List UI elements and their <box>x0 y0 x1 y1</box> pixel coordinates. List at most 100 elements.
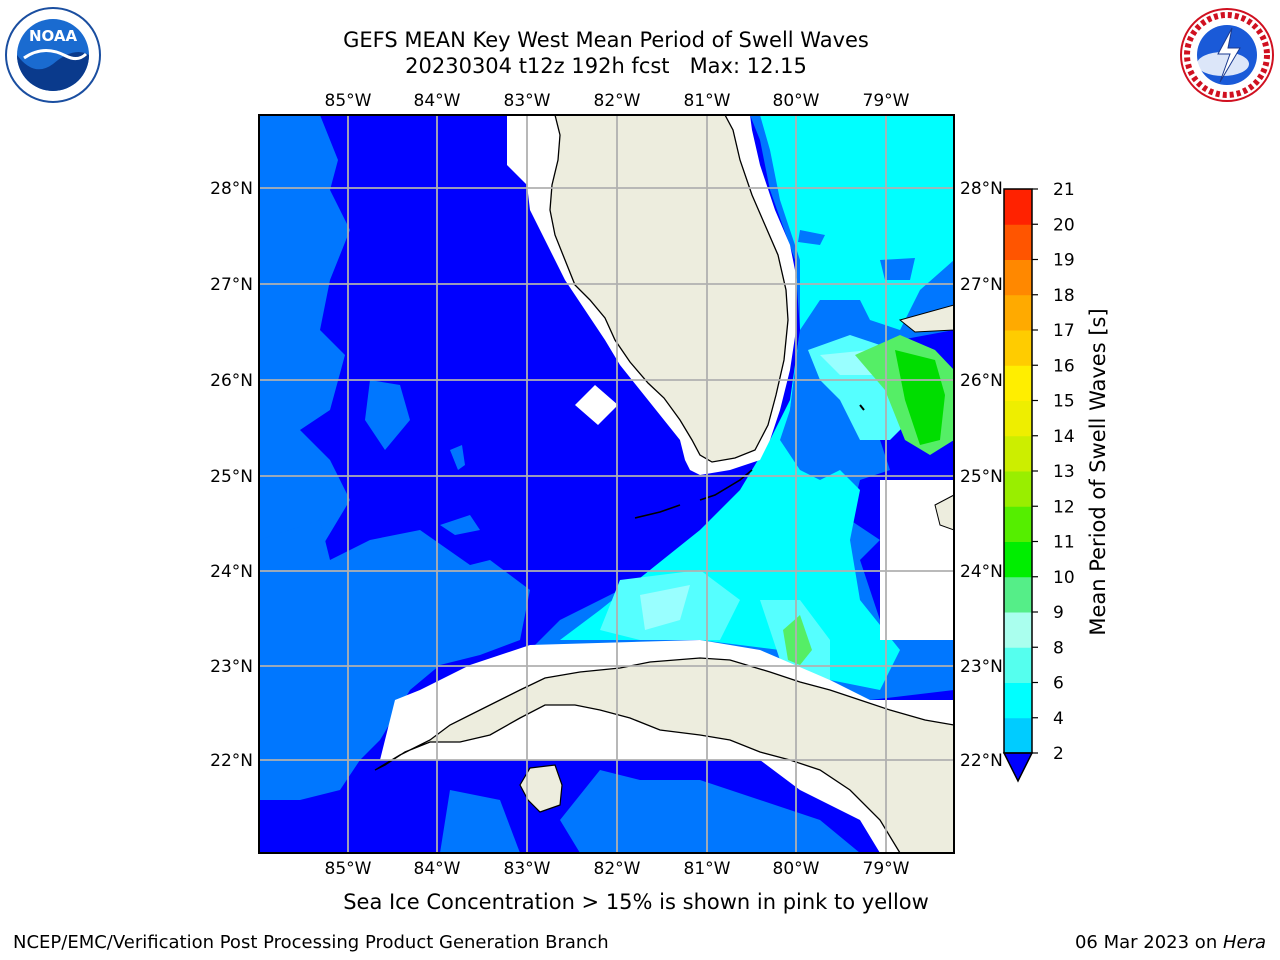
lon-label: 84°W <box>414 91 461 111</box>
colorbar-segment <box>1004 189 1032 225</box>
colorbar-segment <box>1004 682 1032 719</box>
colorbar-tick-label: 6 <box>1053 674 1064 694</box>
lat-label: 23°N <box>960 657 1003 677</box>
lat-label: 24°N <box>960 562 1003 582</box>
map-subtitle: 20230304 t12z 192h fcst Max: 12.15 <box>405 54 807 78</box>
swell-10-11-green-region <box>895 350 945 445</box>
colorbar-tick-label: 13 <box>1053 462 1075 482</box>
map-field <box>259 115 954 853</box>
colorbar-segment <box>1004 506 1032 542</box>
map-title: GEFS MEAN Key West Mean Period of Swell … <box>343 28 869 52</box>
lon-label: 79°W <box>863 859 910 879</box>
colorbar-tick-label: 10 <box>1053 568 1075 588</box>
lon-label: 83°W <box>504 859 551 879</box>
lat-labels-right: 28°N 27°N 26°N 25°N 24°N 23°N 22°N <box>960 179 1003 771</box>
colorbar-segment <box>1004 294 1032 331</box>
lat-label: 27°N <box>960 275 1003 295</box>
florida-keys-line-2 <box>634 504 681 519</box>
colorbar-segment <box>1004 612 1032 648</box>
ocean-4-6-southwest-region <box>259 520 530 800</box>
ocean-4-6-patch <box>365 380 410 450</box>
no-data-gulf-patch <box>575 385 618 425</box>
lon-label: 82°W <box>594 91 641 111</box>
lon-label: 80°W <box>773 859 820 879</box>
grand-bahama-land <box>898 304 954 333</box>
noaa-logo-icon: NOAA <box>4 6 102 104</box>
ocean-6-8-region <box>560 115 954 690</box>
lat-label: 25°N <box>960 467 1003 487</box>
no-data-bahamas-margin <box>880 480 954 640</box>
colorbar-tick-label: 19 <box>1053 251 1075 271</box>
lon-label: 82°W <box>594 859 641 879</box>
ocean-4-6-south-cuba-region <box>560 770 860 853</box>
lon-labels-top: 85°W 84°W 83°W 82°W 81°W 80°W 79°W <box>325 91 910 111</box>
lat-label: 26°N <box>960 371 1003 391</box>
florida-land <box>549 115 789 463</box>
colorbar-segment <box>1004 647 1032 683</box>
cuba-land <box>374 657 954 853</box>
colorbar-tick-label: 18 <box>1053 286 1075 306</box>
colorbar-segment <box>1004 224 1032 260</box>
footer-credit: NCEP/EMC/Verification Post Processing Pr… <box>13 932 609 953</box>
colorbar-tick-label: 4 <box>1053 709 1064 729</box>
colorbar-tick-label: 21 <box>1053 180 1075 200</box>
colorbar-segment <box>1004 717 1032 754</box>
colorbar-extend-triangle <box>1002 752 1034 783</box>
colorbar: 2 4 6 8 9 10 11 12 13 14 15 16 17 18 19 20 21 <box>1002 180 1075 783</box>
lon-labels-bottom: 85°W 84°W 83°W 82°W 81°W 80°W 79°W <box>325 859 910 879</box>
lat-label: 27°N <box>210 275 253 295</box>
footer-date-text: 06 Mar 2023 on <box>1074 932 1223 953</box>
lon-label: 79°W <box>863 91 910 111</box>
colorbar-tick-label: 17 <box>1053 321 1075 341</box>
lon-label: 85°W <box>325 859 372 879</box>
lat-label: 24°N <box>210 562 253 582</box>
colorbar-tick-label: 15 <box>1053 392 1075 412</box>
lat-label: 28°N <box>210 179 253 199</box>
colorbar-segment <box>1004 330 1032 366</box>
colorbar-segment <box>1004 471 1032 507</box>
ocean-4-6-patch-2 <box>440 515 480 535</box>
colorbar-label: Mean Period of Swell Waves [s] <box>1086 308 1110 635</box>
colorbar-tick-label: 14 <box>1053 427 1075 447</box>
map-frame <box>258 114 955 854</box>
lat-label: 28°N <box>960 179 1003 199</box>
colorbar-segment <box>1004 541 1032 578</box>
colorbar-segment <box>1004 259 1032 296</box>
ocean-9-10-patch <box>640 585 690 630</box>
lat-label: 26°N <box>210 371 253 391</box>
ocean-4-6-west-region <box>259 115 350 550</box>
lat-label: 25°N <box>210 467 253 487</box>
lon-label: 83°W <box>504 91 551 111</box>
lon-label: 84°W <box>414 859 461 879</box>
colorbar-tick-label: 8 <box>1053 638 1064 658</box>
colorbar-tick-label: 20 <box>1053 215 1075 235</box>
colorbar-segment <box>1004 576 1032 613</box>
graticule <box>259 115 954 853</box>
ocean-4-6-island-2 <box>880 258 915 280</box>
colorbar-segment <box>1004 365 1032 401</box>
colorbar-segment <box>1004 400 1032 437</box>
footer-machine: Hera <box>1222 932 1266 953</box>
noaa-logo-text: NOAA <box>29 27 78 45</box>
ocean-4-6-south-patch <box>440 790 520 853</box>
lat-labels-left: 28°N 27°N 26°N 25°N 24°N 23°N 22°N <box>210 179 253 771</box>
lon-label: 81°W <box>684 859 731 879</box>
colorbar-tick-label: 11 <box>1053 533 1075 553</box>
lon-label: 81°W <box>684 91 731 111</box>
lat-label: 23°N <box>210 657 253 677</box>
island-dot <box>859 404 865 411</box>
bahamas-land <box>934 494 954 531</box>
sea-ice-note: Sea Ice Concentration > 15% is shown in … <box>343 890 929 914</box>
footer-date: 06 Mar 2023 on Hera <box>1075 932 1266 953</box>
swell-green-south-region <box>783 615 812 665</box>
colorbar-tick-label: 16 <box>1053 356 1075 376</box>
isla-juventud-land <box>519 764 563 813</box>
lat-label: 22°N <box>960 751 1003 771</box>
ocean-4-6-island <box>798 230 825 245</box>
colorbar-segment <box>1004 435 1032 472</box>
nws-logo-icon <box>1178 6 1276 104</box>
lat-label: 22°N <box>210 751 253 771</box>
ocean-4-6-patch-3 <box>450 445 465 470</box>
colorbar-tick-label: 12 <box>1053 497 1075 517</box>
